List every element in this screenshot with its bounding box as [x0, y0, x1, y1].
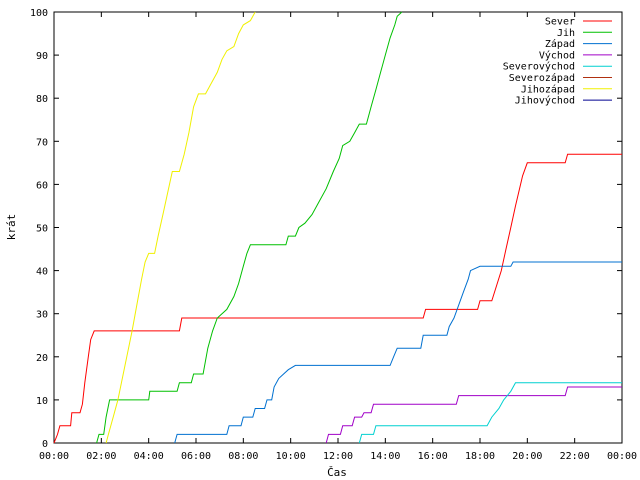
y-tick-label: 100 — [30, 8, 48, 19]
x-tick-label: 14:00 — [370, 451, 400, 462]
x-tick-label: 04:00 — [134, 451, 164, 462]
x-tick-label: 22:00 — [560, 451, 590, 462]
series-line-jih — [96, 11, 403, 444]
y-tick-label: 40 — [36, 267, 48, 278]
y-tick-label: 60 — [36, 180, 48, 191]
x-tick-label: 06:00 — [181, 451, 211, 462]
x-tick-label: 00:00 — [607, 451, 637, 462]
tick-labels: 00:00 02:00 04:00 06:00 08:00 10:00 12:00 14:00… — [30, 8, 637, 462]
legend-label: Jih — [557, 28, 575, 39]
legend-label: Jihovýchod — [515, 95, 575, 107]
legend-label: Jihozápad — [521, 83, 575, 95]
series-line-jihozápad — [105, 11, 256, 444]
legend-label: Sever — [545, 17, 575, 28]
x-tick-label: 18:00 — [465, 451, 495, 462]
series-line-východ — [325, 386, 622, 444]
x-tick-label: 12:00 — [323, 451, 353, 462]
series-lines — [53, 11, 622, 444]
y-axis-label: krát — [5, 214, 18, 241]
y-tick-label: 70 — [36, 137, 48, 148]
y-tick-label: 50 — [36, 224, 48, 235]
legend-label: Západ — [545, 38, 575, 50]
x-tick-label: 08:00 — [228, 451, 258, 462]
y-tick-label: 80 — [36, 94, 48, 105]
x-tick-label: 02:00 — [86, 451, 116, 462]
series-line-sever — [53, 153, 622, 444]
series-line-severovýchod — [358, 382, 622, 444]
y-tick-label: 30 — [36, 310, 48, 321]
x-tick-label: 16:00 — [418, 451, 448, 462]
y-tick-label: 90 — [36, 51, 48, 62]
y-tick-label: 20 — [36, 353, 48, 364]
x-tick-label: 10:00 — [276, 451, 306, 462]
legend-label: Severovýchod — [503, 61, 575, 73]
series-line-západ — [174, 261, 622, 444]
y-tick-label: 0 — [42, 439, 48, 450]
legend-label: Severozápad — [509, 72, 575, 84]
legend: SeverJihZápadVýchodSeverovýchodSeverozáp… — [503, 17, 612, 107]
chart-axes — [53, 11, 623, 444]
x-axis-label: Čas — [327, 466, 347, 479]
legend-label: Východ — [539, 49, 575, 61]
y-tick-label: 10 — [36, 396, 48, 407]
x-tick-label: 20:00 — [512, 451, 542, 462]
x-tick-label: 00:00 — [39, 451, 69, 462]
